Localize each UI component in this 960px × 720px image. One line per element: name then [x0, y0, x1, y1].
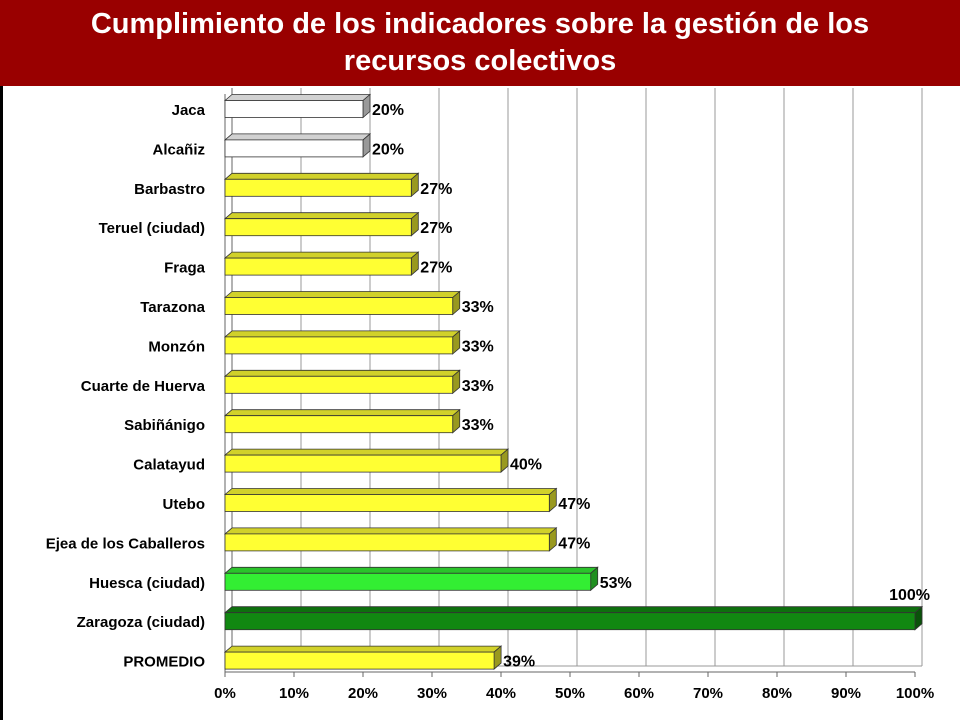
x-tick-label: 10%: [279, 685, 309, 702]
bar: [223, 448, 510, 473]
bar-front-face: [224, 415, 454, 434]
category-label: Alcañiz: [152, 141, 205, 158]
bar-chart: 0% 10% 20% 30% 40% 50% 60% 70% 80% 90% 100% Jaca 20%…: [46, 88, 934, 702]
data-label: 20%: [372, 141, 404, 158]
bar-top-face: [223, 172, 420, 180]
bar-front-face: [224, 494, 550, 512]
bar-front-face: [224, 572, 592, 591]
bar: [223, 369, 461, 395]
bar-front-face: [224, 651, 495, 670]
bar-front-face: [224, 533, 550, 552]
data-label: 33%: [462, 338, 494, 355]
bar-front-face: [224, 297, 454, 315]
category-label: Utebo: [163, 496, 206, 513]
x-tick-label: 60%: [624, 685, 654, 702]
category-label: PROMEDIO: [123, 654, 205, 671]
bar-top-face: [223, 212, 420, 220]
x-tick-label: 40%: [486, 685, 516, 702]
bar-front-face: [224, 178, 412, 197]
bar-front-face: [224, 454, 502, 473]
bar: [223, 172, 420, 198]
bar: [223, 330, 461, 355]
bar: [223, 290, 461, 316]
left-rule: [0, 86, 3, 720]
x-tick-label: 20%: [348, 685, 378, 702]
category-label: Huesca (ciudad): [89, 575, 205, 592]
bar-top-face: [223, 527, 558, 535]
bar: [223, 566, 599, 592]
bar: [223, 605, 924, 631]
bar-top-face: [223, 606, 924, 614]
category-label: Sabiñánigo: [124, 417, 205, 434]
bar-top-face: [223, 409, 461, 417]
category-label: Jaca: [172, 102, 206, 119]
category-label: Tarazona: [140, 299, 205, 316]
bar-front-face: [224, 257, 412, 276]
bar-top-face: [223, 133, 372, 141]
data-label: 33%: [462, 417, 494, 434]
x-tick-label: 50%: [555, 685, 585, 702]
bar: [223, 93, 372, 119]
category-label: Teruel (ciudad): [99, 220, 205, 237]
bar-top-face: [223, 488, 558, 495]
data-label: 40%: [510, 457, 542, 474]
x-tick-label: 100%: [896, 685, 934, 702]
bar-front-face: [224, 612, 916, 631]
x-tick-label: 90%: [831, 685, 861, 702]
title-banner: Cumplimiento de los indicadores sobre la…: [0, 0, 960, 86]
data-label: 39%: [503, 654, 535, 671]
data-label: 47%: [558, 496, 590, 513]
x-tick-label: 70%: [693, 685, 723, 702]
data-label: 53%: [600, 575, 632, 592]
data-label: 33%: [462, 378, 494, 395]
bar-top-face: [223, 566, 599, 574]
data-label: 100%: [889, 587, 930, 604]
bar-top-face: [223, 645, 503, 653]
labels-layer: 0% 10% 20% 30% 40% 50% 60% 70% 80% 90% 100% Jaca 20%…: [46, 102, 934, 702]
x-tick-label: 30%: [417, 685, 447, 702]
category-label: Calatayud: [133, 457, 205, 474]
x-tick-label: 80%: [762, 685, 792, 702]
bar: [223, 408, 461, 434]
bar-top-face: [223, 369, 461, 377]
data-label: 33%: [462, 299, 494, 316]
bar-front-face: [224, 375, 454, 394]
bar-top-face: [223, 94, 372, 101]
data-label: 27%: [420, 260, 452, 277]
bar-front-face: [224, 336, 454, 355]
data-label: 27%: [420, 220, 452, 237]
bar-top-face: [223, 330, 461, 338]
bar: [223, 211, 420, 237]
bar: [223, 645, 503, 670]
bar-top-face: [223, 251, 420, 259]
bar-front-face: [224, 139, 364, 158]
data-label: 47%: [558, 535, 590, 552]
bar-front-face: [224, 100, 364, 118]
bar: [223, 527, 558, 552]
data-label: 27%: [420, 181, 452, 198]
category-label: Cuarte de Huerva: [81, 378, 206, 395]
category-label: Zaragoza (ciudad): [77, 614, 205, 631]
bar-front-face: [224, 218, 412, 237]
category-label: Monzón: [148, 338, 205, 355]
bar-top-face: [223, 291, 461, 298]
category-label: Barbastro: [134, 181, 205, 198]
chart-title: Cumplimiento de los indicadores sobre la…: [90, 8, 870, 77]
category-label: Ejea de los Caballeros: [46, 535, 205, 552]
data-label: 20%: [372, 102, 404, 119]
x-tick-label: 0%: [214, 685, 236, 702]
bar: [223, 487, 558, 513]
bar: [223, 133, 372, 158]
bar-top-face: [223, 448, 510, 456]
bars-layer: [223, 93, 924, 670]
category-label: Fraga: [164, 260, 206, 277]
bar: [223, 251, 420, 276]
